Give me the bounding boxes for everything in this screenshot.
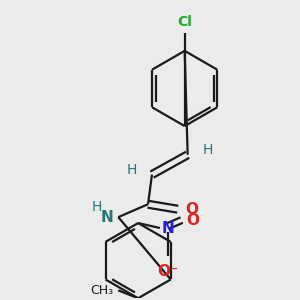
Text: O⁻: O⁻ [157, 264, 178, 279]
Text: O: O [187, 213, 200, 228]
Text: O: O [186, 202, 199, 217]
Text: H: H [92, 200, 102, 214]
Text: H: H [127, 163, 137, 177]
Text: Cl: Cl [177, 15, 192, 29]
Text: N: N [162, 220, 175, 236]
Text: CH₃: CH₃ [90, 284, 113, 297]
Text: N: N [100, 210, 113, 225]
Text: H: H [202, 143, 213, 157]
